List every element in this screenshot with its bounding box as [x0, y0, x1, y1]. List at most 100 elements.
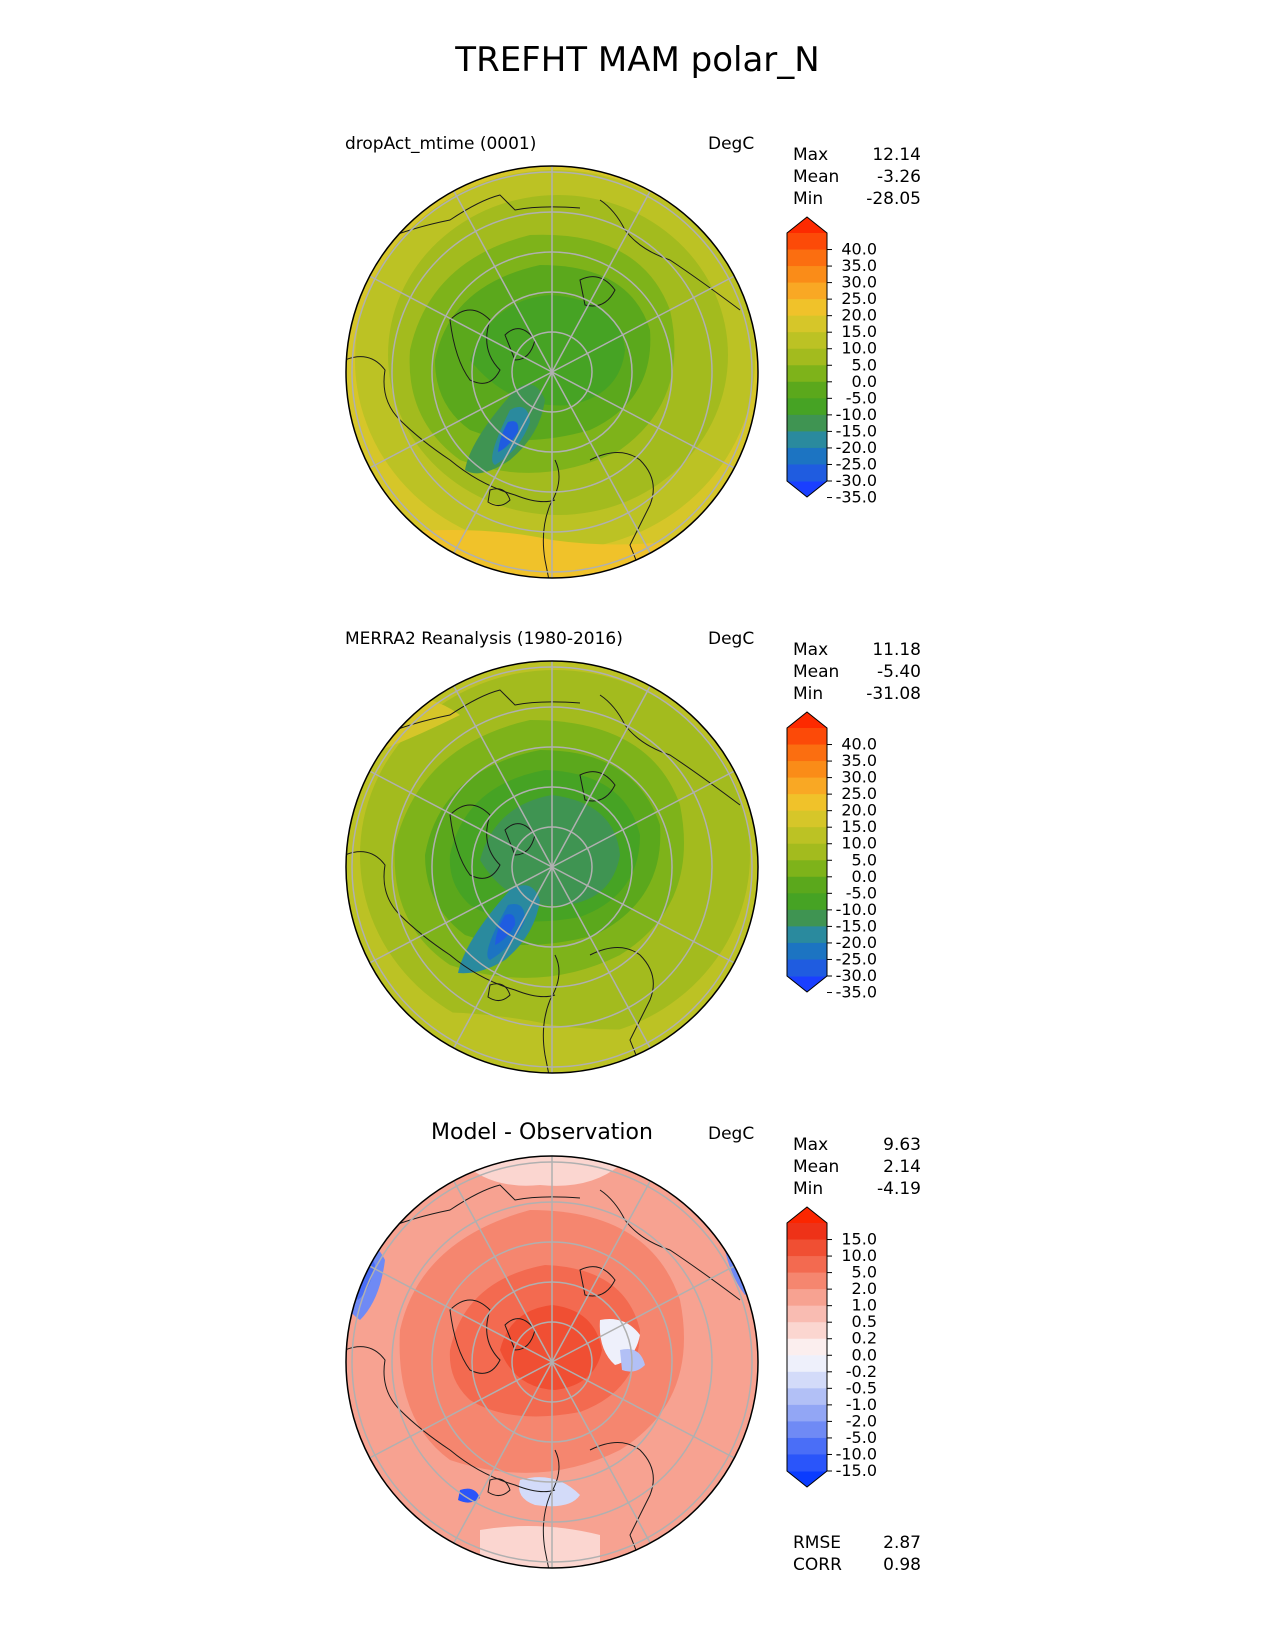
colorbar-segment — [787, 728, 827, 746]
colorbar-extend-max — [787, 712, 827, 728]
map-boundary — [345, 165, 759, 579]
colorbar-segment — [787, 282, 827, 300]
colorbar-tick-label: -5.0 — [846, 1428, 877, 1447]
colorbar-segment — [787, 464, 827, 482]
stat-label: Max — [793, 640, 829, 660]
colorbar-tick-label: -15.0 — [836, 1461, 877, 1480]
colorbar-tick-label: 25.0 — [841, 289, 877, 308]
colorbar-segment — [787, 1404, 827, 1422]
map-boundary — [345, 660, 759, 1074]
stat-label: Max — [793, 1135, 829, 1155]
colorbar-tick-label: -30.0 — [836, 471, 877, 490]
colorbar-segment — [787, 348, 827, 366]
panel-title: MERRA2 Reanalysis (1980-2016) — [345, 629, 623, 649]
colorbar-segment — [787, 1305, 827, 1323]
stat-label: Mean — [793, 1157, 840, 1177]
colorbar-tick-label: 0.2 — [852, 1329, 877, 1348]
stat-label: Min — [793, 684, 824, 704]
stat-value: -3.26 — [877, 167, 921, 187]
colorbar-tick-label: -20.0 — [836, 933, 877, 952]
colorbar-tick-label: -10.0 — [836, 900, 877, 919]
colorbar-tick-label: 1.0 — [852, 1296, 877, 1315]
stat-value: 9.63 — [883, 1135, 921, 1155]
stat-label: Mean — [793, 662, 840, 682]
stat-value: -28.05 — [866, 189, 921, 209]
colorbar-tick-label: -5.0 — [846, 883, 877, 902]
colorbar-tick-label: 15.0 — [841, 322, 877, 341]
colorbar-segment — [787, 1272, 827, 1290]
temperature-field — [346, 166, 758, 578]
colorbar-segment — [787, 810, 827, 828]
colorbar-tick-label: -5.0 — [846, 388, 877, 407]
stat-value: 11.18 — [872, 640, 921, 660]
stat-label: Max — [793, 145, 829, 165]
colorbar-tick-label: 25.0 — [841, 784, 877, 803]
units-label: DegC — [708, 1124, 755, 1144]
polar-map — [345, 660, 759, 1074]
stat-label: CORR — [793, 1555, 842, 1575]
colorbar-segment — [787, 1289, 827, 1307]
colorbar-segment — [787, 1322, 827, 1340]
colorbar-tick-label: -1.0 — [846, 1395, 877, 1414]
panel-diff: Model - Observation DegC Max 9.63 Mean 2.1… — [0, 1120, 1275, 1600]
panel-test: dropAct_mtime (0001) DegC Max 12.14 Mean -… — [0, 130, 1275, 610]
colorbar-segment — [787, 1454, 827, 1472]
colorbar-segment — [787, 893, 827, 911]
map-boundary — [345, 1155, 759, 1569]
panel-title: dropAct_mtime (0001) — [345, 134, 537, 154]
colorbar-segment — [787, 447, 827, 465]
colorbar-segment — [787, 926, 827, 944]
stat-label: Mean — [793, 167, 840, 187]
colorbar-tick-label: -10.0 — [836, 405, 877, 424]
units-label: DegC — [708, 134, 755, 154]
colorbar-segment — [787, 431, 827, 449]
colorbar-tick-label: -35.0 — [836, 983, 877, 1002]
colorbar-segment — [787, 876, 827, 894]
colorbar-segment — [787, 1388, 827, 1406]
colorbar: 40.035.030.025.020.015.010.05.00.0-5.0-1… — [786, 711, 877, 1002]
colorbar-tick-label: 30.0 — [841, 768, 877, 787]
stat-value: 12.14 — [872, 145, 921, 165]
stats-block: Max 12.14 Mean -3.26 Min -28.05 — [793, 144, 921, 210]
colorbar-segment — [787, 794, 827, 812]
colorbar-segment — [787, 1421, 827, 1439]
colorbar-tick-label: -0.5 — [846, 1378, 877, 1397]
colorbar-tick-label: 15.0 — [841, 817, 877, 836]
colorbar-extend-max — [787, 1207, 827, 1223]
stat-value: 2.14 — [883, 1157, 921, 1177]
colorbar-segment — [787, 860, 827, 878]
colorbar-tick-label: 40.0 — [841, 240, 877, 259]
colorbar: 40.035.030.025.020.015.010.05.00.0-5.0-1… — [786, 216, 877, 507]
colorbar-tick-label: -20.0 — [836, 438, 877, 457]
colorbar-tick-label: 5.0 — [852, 850, 877, 869]
colorbar-segment — [787, 332, 827, 350]
colorbar-tick-label: 20.0 — [841, 306, 877, 325]
temperature-field — [346, 661, 758, 1073]
colorbar-tick-label: 2.0 — [852, 1279, 877, 1298]
stat-value: -5.40 — [877, 662, 921, 682]
stats-block: Max 11.18 Mean -5.40 Min -31.08 — [793, 639, 921, 705]
colorbar-segment — [787, 909, 827, 927]
colorbar-tick-label: -15.0 — [836, 916, 877, 935]
colorbar-tick-label: 0.0 — [852, 372, 877, 391]
colorbar-segment — [787, 315, 827, 333]
colorbar-tick-label: 30.0 — [841, 273, 877, 292]
colorbar-segment — [787, 249, 827, 267]
stat-label: RMSE — [793, 1533, 842, 1553]
colorbar-segment — [787, 761, 827, 779]
colorbar-segment — [787, 398, 827, 416]
stat-value: 0.98 — [883, 1555, 921, 1575]
colorbar-tick-label: -15.0 — [836, 421, 877, 440]
colorbar-tick-label: -10.0 — [836, 1444, 877, 1463]
stats-block: Max 9.63 Mean 2.14 Min -4.19 — [793, 1134, 921, 1200]
colorbar-tick-label: 10.0 — [841, 339, 877, 358]
colorbar-extend-min — [787, 1471, 827, 1487]
colorbar-segment — [787, 1437, 827, 1455]
polar-map — [345, 1155, 759, 1569]
colorbar-extend-min — [787, 481, 827, 497]
colorbar-tick-label: 0.0 — [852, 1345, 877, 1364]
colorbar-extend-max — [787, 217, 827, 233]
colorbar-segment — [787, 959, 827, 977]
stat-label: Min — [793, 1179, 824, 1199]
colorbar-segment — [787, 365, 827, 383]
